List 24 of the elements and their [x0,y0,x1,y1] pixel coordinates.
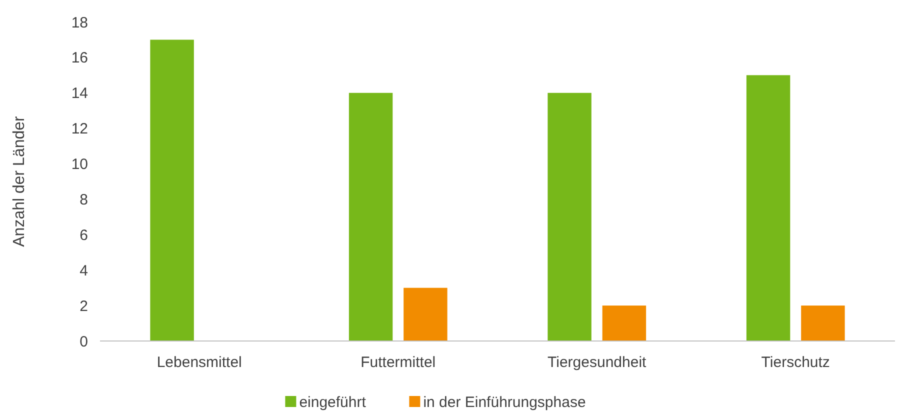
x-tick-label: Tiergesundheit [548,354,648,371]
y-tick-label: 2 [80,298,88,315]
x-tick-label: Tierschutz [761,354,830,371]
bar [548,92,592,341]
y-tick-label: 18 [71,14,88,32]
x-tick-label: Futtermittel [360,354,436,371]
bar [150,40,194,341]
bar [404,288,448,341]
bar [801,306,845,341]
bar [746,75,790,341]
y-tick-label: 14 [71,85,88,102]
legend-label: in der Einführungsphase [423,394,586,411]
y-tick-label: 16 [71,50,88,67]
y-tick-label: 6 [80,226,88,244]
y-tick-label: 0 [80,333,88,350]
y-tick-label: 8 [80,191,88,208]
y-tick-label: 4 [80,262,88,280]
x-tick-label: Lebensmittel [156,354,242,371]
legend-label: eingeführt [299,394,367,411]
y-tick-label: 10 [71,156,88,174]
y-tick-label: 12 [71,120,88,138]
bar [602,306,646,341]
bar [348,92,393,341]
y-axis-title: Anzahl der Länder [11,115,28,247]
